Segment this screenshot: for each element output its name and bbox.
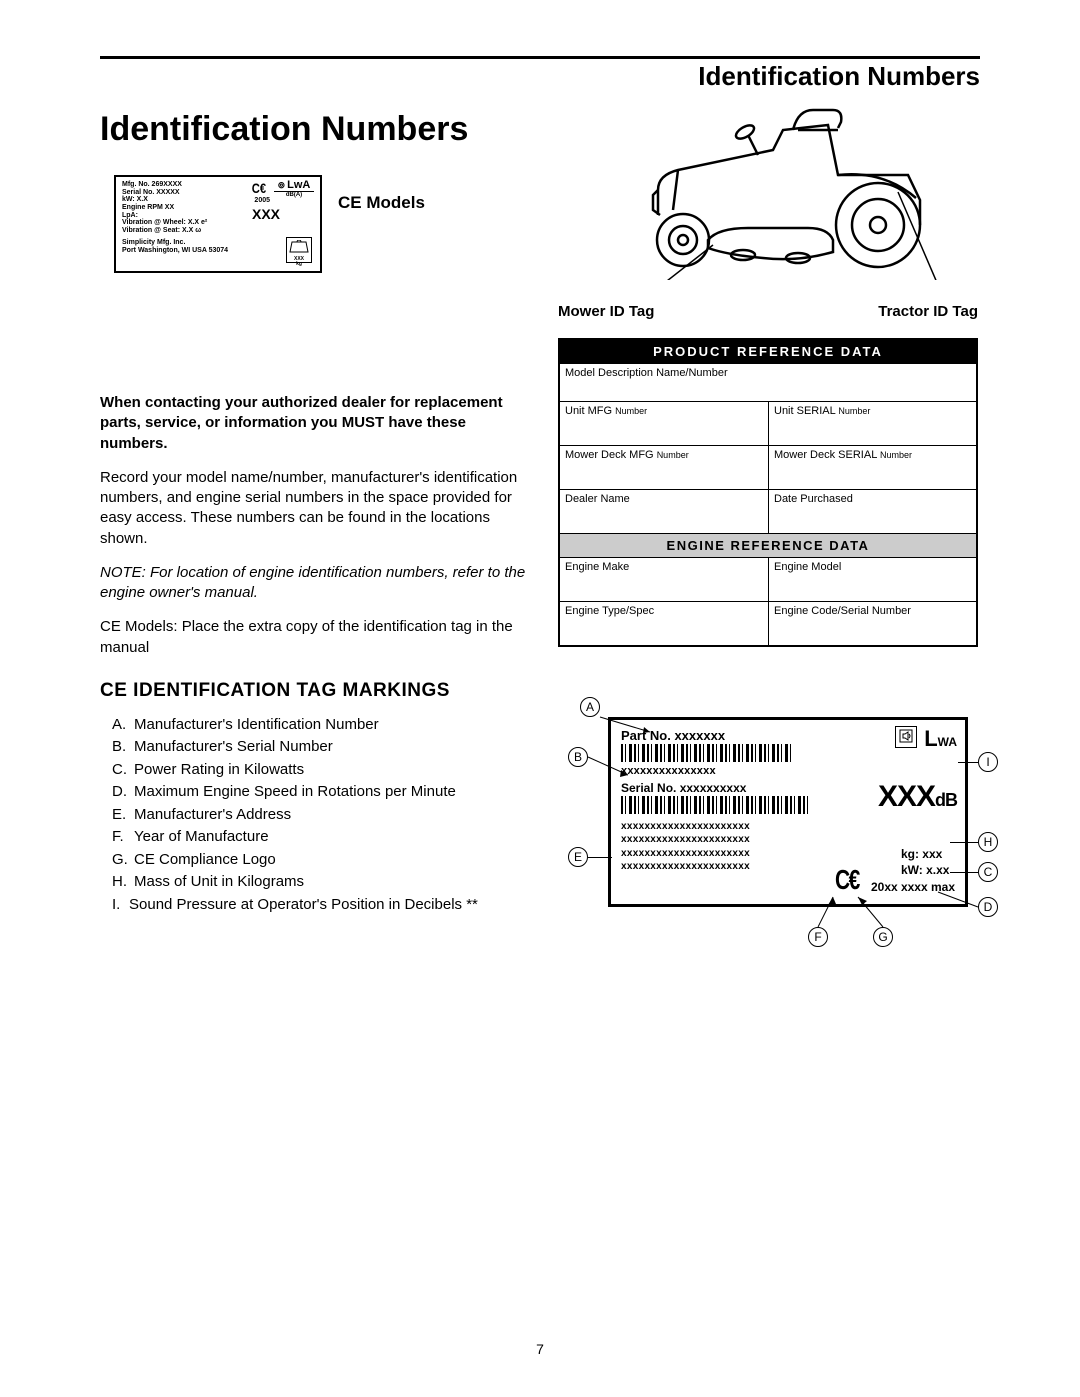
callout-b: B [568, 747, 588, 767]
sample-ce-tag: Mfg. No. 269XXXX Serial No. XXXXX kW: X.… [114, 175, 322, 273]
left-column: Identification Numbers Mfg. No. 269XXXX … [100, 110, 530, 977]
page-number: 7 [536, 1341, 544, 1357]
right-column: Mower ID Tag Tractor ID Tag PRODUCT REFE… [558, 110, 978, 977]
intro-p1: When contacting your authorized dealer f… [100, 393, 530, 454]
tag-db-value: XXXdB [847, 780, 957, 814]
mass-box-mini: XXX kg [286, 237, 312, 263]
cell-engine-make: Engine Make [560, 558, 768, 601]
cell-unit-mfg: Unit MFG Number [560, 402, 768, 445]
cell-unit-serial: Unit SERIAL Number [768, 402, 976, 445]
sound-icon [895, 726, 917, 748]
engine-ref-header: ENGINE REFERENCE DATA [560, 533, 976, 557]
tractor-diagram: Mower ID Tag Tractor ID Tag [558, 110, 978, 320]
table-row: Engine Make Engine Model [560, 557, 976, 601]
tag-year: 20xx [871, 880, 898, 894]
callout-h: H [978, 832, 998, 852]
id-tag-box: Part No. xxxxxxx xxxxxxxxxxxxxxx Serial … [608, 717, 968, 907]
ce-models-label: CE Models [338, 193, 425, 213]
table-row: Engine Type/Spec Engine Code/Serial Numb… [560, 601, 976, 645]
tractor-illustration [598, 80, 958, 280]
table-row: Dealer Name Date Purchased [560, 489, 976, 533]
reference-data-table: PRODUCT REFERENCE DATA Model Description… [558, 338, 978, 647]
marking-item: I.Sound Pressure at Operator's Position … [112, 894, 530, 917]
sample-line: Vibration @ Seat: X.X ω [122, 227, 316, 235]
intro-note: NOTE: For location of engine identificat… [100, 563, 530, 604]
lwa-mini: ⊚ LwA dB(A) [274, 179, 314, 199]
callout-i: I [978, 752, 998, 772]
sample-year: 2005 [254, 197, 270, 205]
barcode-1 [621, 744, 791, 762]
cell-engine-model: Engine Model [768, 558, 976, 601]
ce-logo: C€ [835, 864, 859, 896]
barcode-2 [621, 796, 811, 814]
table-row: Model Description Name/Number [560, 363, 976, 401]
marking-item: A.Manufacturer's Identification Number [112, 714, 530, 737]
marking-item: B.Manufacturer's Serial Number [112, 736, 530, 759]
sample-xxx: XXX [252, 207, 280, 222]
marking-item: G.CE Compliance Logo [112, 849, 530, 872]
table-row: Mower Deck MFG Number Mower Deck SERIAL … [560, 445, 976, 489]
marking-item: E.Manufacturer's Address [112, 804, 530, 827]
sample-line: Vibration @ Wheel: X.X e² [122, 219, 316, 227]
id-tag-diagram: Part No. xxxxxxx xxxxxxxxxxxxxxx Serial … [558, 697, 978, 977]
main-columns: Identification Numbers Mfg. No. 269XXXX … [100, 110, 980, 977]
cell-dealer: Dealer Name [560, 490, 768, 533]
cell-date: Date Purchased [768, 490, 976, 533]
intro-p2: Record your model name/number, manufactu… [100, 468, 530, 549]
intro-p4: CE Models: Place the extra copy of the i… [100, 617, 530, 658]
tag-kw: kW: x.xx [901, 862, 955, 879]
ce-logo-mini: C€ [252, 181, 266, 196]
cell-deck-mfg: Mower Deck MFG Number [560, 446, 768, 489]
cell-engine-type: Engine Type/Spec [560, 602, 768, 645]
sample-line: Engine RPM XX [122, 204, 316, 212]
table-row: Unit MFG Number Unit SERIAL Number [560, 401, 976, 445]
cell-deck-serial: Mower Deck SERIAL Number [768, 446, 976, 489]
markings-list: A.Manufacturer's Identification Number B… [112, 714, 530, 917]
tag-specs: kg: xxx kW: x.xx xxxx max [901, 846, 955, 896]
marking-item: D.Maximum Engine Speed in Rotations per … [112, 781, 530, 804]
tag-kg: kg: xxx [901, 846, 955, 863]
callout-c: C [978, 862, 998, 882]
marking-item: F.Year of Manufacture [112, 826, 530, 849]
product-ref-header: PRODUCT REFERENCE DATA [560, 340, 976, 363]
cell-model-desc: Model Description Name/Number [560, 364, 976, 401]
callout-d: D [978, 897, 998, 917]
sample-tag-row: Mfg. No. 269XXXX Serial No. XXXXX kW: X.… [114, 175, 530, 273]
markings-heading: CE IDENTIFICATION TAG MARKINGS [100, 680, 530, 702]
tractor-id-tag-label: Tractor ID Tag [878, 303, 978, 320]
marking-item: H.Mass of Unit in Kilograms [112, 871, 530, 894]
page-title: Identification Numbers [100, 110, 530, 149]
tag-right-block: LWA XXXdB [847, 726, 957, 814]
mower-id-tag-label: Mower ID Tag [558, 303, 654, 320]
cell-engine-code: Engine Code/Serial Number [768, 602, 976, 645]
marking-item: C.Power Rating in Kilowatts [112, 759, 530, 782]
sample-line: LpA: [122, 212, 316, 220]
page: Identification Numbers Identification Nu… [0, 0, 1080, 1017]
lwa-label: LWA [924, 726, 957, 752]
callout-e: E [568, 847, 588, 867]
